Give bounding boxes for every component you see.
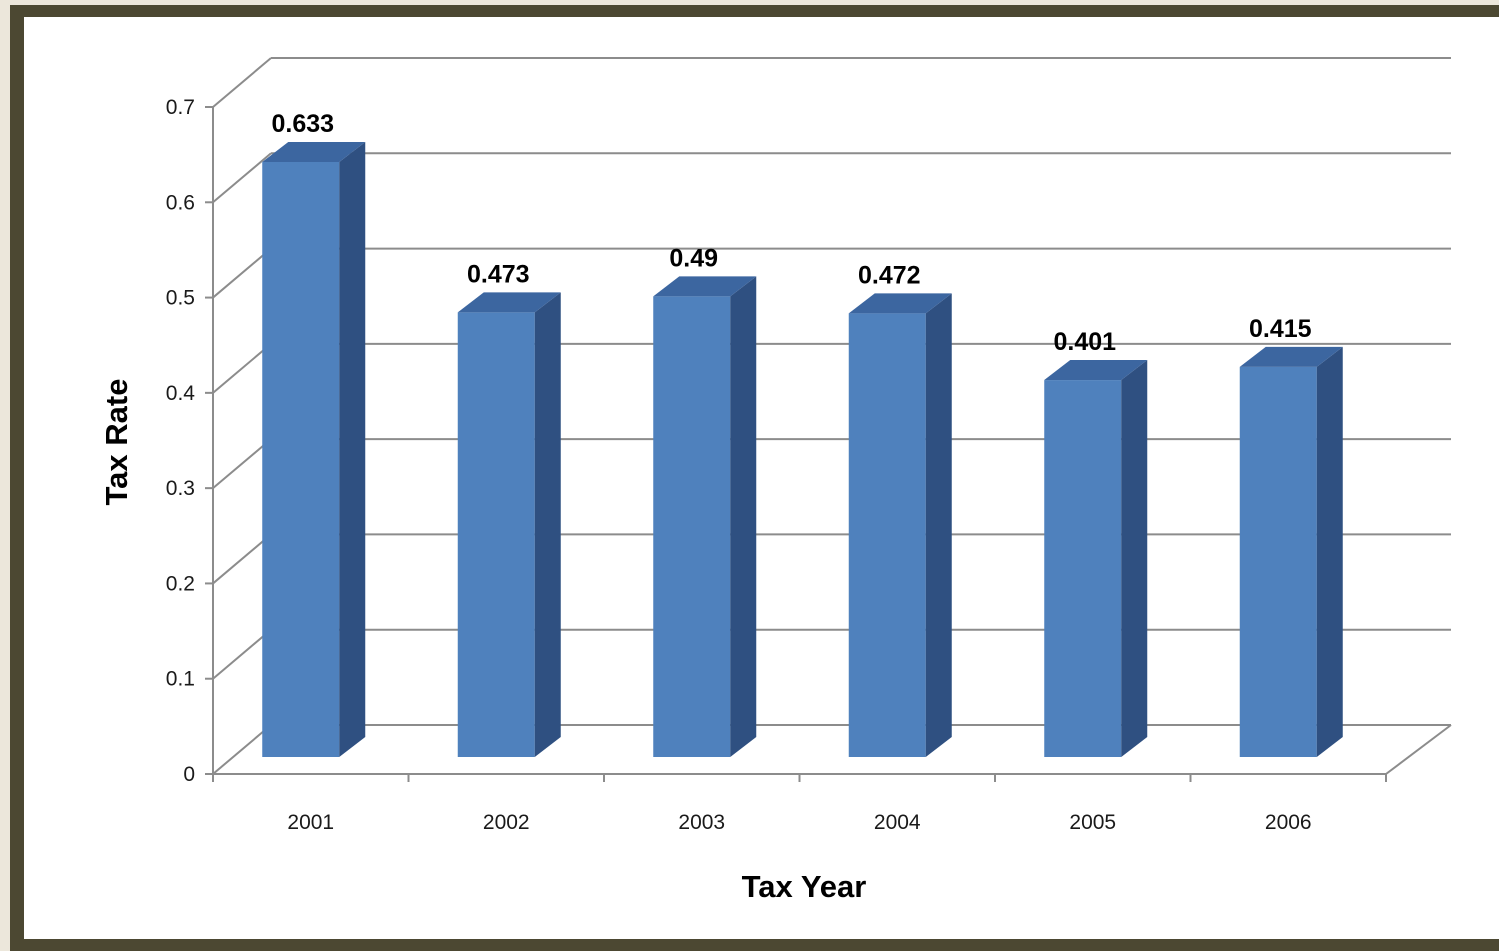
data-label: 0.633 bbox=[271, 110, 334, 138]
bar-front bbox=[1044, 380, 1122, 757]
y-tick-label: 0 bbox=[183, 763, 195, 786]
x-tick-label: 2002 bbox=[483, 811, 530, 834]
bar-side bbox=[730, 276, 757, 757]
gridline-side bbox=[212, 247, 272, 299]
tax-rate-bar-chart: 0 0.1 0.2 0.3 0.4 0.5 0.6 0.7 2001 2002 2003 2004 20… bbox=[99, 57, 1452, 904]
gridline-side bbox=[212, 724, 272, 775]
data-label: 0.472 bbox=[858, 261, 921, 289]
y-tick-label: 0.7 bbox=[166, 96, 195, 119]
bar-top bbox=[848, 293, 952, 314]
bar-front bbox=[262, 161, 340, 758]
data-label: 0.415 bbox=[1249, 315, 1312, 343]
bar-top bbox=[1044, 360, 1148, 381]
gridline-side bbox=[212, 152, 272, 204]
bar-side bbox=[339, 141, 366, 758]
y-tick-label: 0.4 bbox=[166, 382, 196, 405]
y-tick-label: 0.1 bbox=[166, 668, 195, 691]
gridline-side bbox=[212, 343, 272, 394]
bar bbox=[653, 276, 757, 757]
chart-area: 0 0.1 0.2 0.3 0.4 0.5 0.6 0.7 2001 2002 2003 2004 20… bbox=[24, 17, 1499, 939]
y-tick-label: 0.2 bbox=[166, 572, 195, 595]
chart-frame: 0 0.1 0.2 0.3 0.4 0.5 0.6 0.7 2001 2002 2003 2004 20… bbox=[10, 5, 1499, 951]
bar bbox=[457, 292, 561, 757]
bar-front bbox=[1239, 366, 1317, 757]
bar-side bbox=[1316, 346, 1343, 757]
y-tick-label: 0.3 bbox=[166, 477, 195, 500]
bar-front bbox=[653, 296, 731, 757]
gridline-side bbox=[212, 438, 272, 489]
axes: 0 0.1 0.2 0.3 0.4 0.5 0.6 0.7 2001 2002 2003 2004 20… bbox=[166, 96, 1452, 834]
y-axis-title: Tax Rate bbox=[99, 379, 134, 506]
y-tick-label: 0.6 bbox=[166, 191, 195, 214]
x-tick-label: 2004 bbox=[874, 811, 921, 834]
x-axis-title: Tax Year bbox=[742, 869, 867, 904]
bar bbox=[848, 293, 952, 757]
bar-side bbox=[925, 293, 952, 757]
bar bbox=[1044, 360, 1148, 757]
bar-front bbox=[457, 312, 535, 757]
x-tick-label: 2001 bbox=[287, 811, 334, 834]
x-tick-label: 2003 bbox=[678, 811, 725, 834]
bar-top bbox=[653, 276, 757, 297]
floor-right-edge bbox=[1385, 724, 1452, 775]
bar-top bbox=[457, 292, 561, 313]
x-tick-label: 2005 bbox=[1069, 811, 1116, 834]
gridline-side bbox=[212, 628, 272, 680]
bar-side bbox=[534, 292, 561, 757]
bar-top bbox=[1239, 346, 1343, 367]
data-label: 0.473 bbox=[467, 260, 530, 288]
data-label: 0.401 bbox=[1053, 328, 1116, 356]
gridline-side bbox=[212, 57, 272, 108]
y-tick-label: 0.5 bbox=[166, 287, 195, 310]
gridline-side bbox=[212, 533, 272, 585]
bar-top bbox=[262, 141, 366, 162]
bars bbox=[262, 141, 1343, 758]
data-labels: 0.633 0.473 0.49 0.472 0.401 0.415 bbox=[271, 110, 1311, 356]
bar bbox=[262, 141, 366, 758]
bar bbox=[1239, 346, 1343, 757]
x-tick-label: 2006 bbox=[1265, 811, 1312, 834]
bar-front bbox=[848, 313, 926, 757]
bar-side bbox=[1121, 360, 1148, 757]
data-label: 0.49 bbox=[669, 244, 718, 272]
